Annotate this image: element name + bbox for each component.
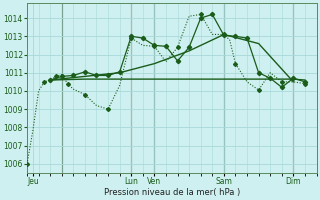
X-axis label: Pression niveau de la mer( hPa ): Pression niveau de la mer( hPa ) xyxy=(104,188,240,197)
